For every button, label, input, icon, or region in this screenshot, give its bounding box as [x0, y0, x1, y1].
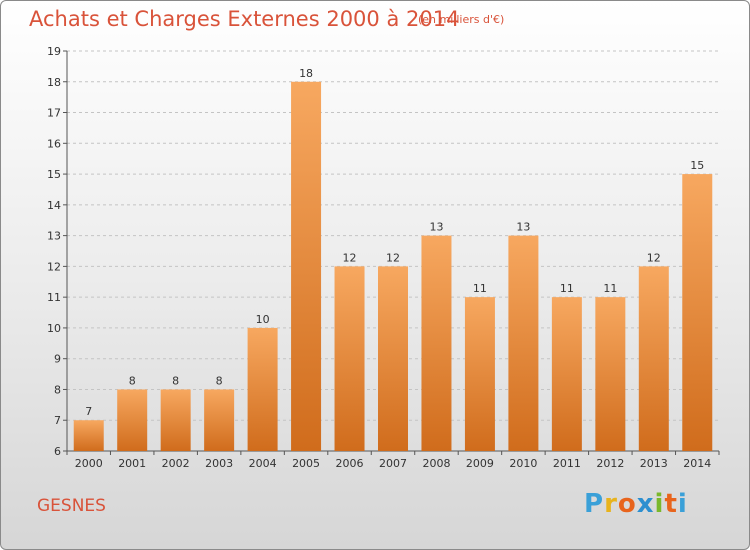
y-tick-label: 14 — [47, 199, 61, 212]
bar-value-label: 8 — [129, 374, 136, 387]
logo-letter: x — [636, 489, 655, 519]
bars — [73, 81, 713, 452]
x-tick-label: 2012 — [596, 457, 624, 470]
logo-letter: t — [664, 489, 678, 519]
y-tick-label: 18 — [47, 76, 61, 89]
bar-value-label: 8 — [172, 374, 179, 387]
bar — [421, 235, 452, 451]
bar — [247, 327, 278, 451]
x-tick-label: 2011 — [553, 457, 581, 470]
bar-value-label: 13 — [429, 221, 443, 234]
x-tick-label: 2005 — [292, 457, 320, 470]
logo-letter: i — [654, 489, 665, 519]
bar — [117, 389, 148, 451]
bar — [291, 81, 322, 452]
bar — [378, 266, 408, 451]
y-tick-label: 15 — [47, 168, 61, 181]
bar-value-label: 18 — [299, 67, 313, 80]
x-tick-label: 2000 — [75, 457, 103, 470]
bar — [682, 174, 713, 452]
bar-value-label: 12 — [647, 251, 661, 264]
y-tick-label: 19 — [47, 45, 61, 58]
x-tick-label: 2014 — [683, 457, 711, 470]
y-tick-label: 13 — [47, 230, 61, 243]
bar — [160, 389, 191, 451]
bar-value-label: 8 — [216, 374, 223, 387]
bar — [73, 420, 104, 451]
bar — [464, 297, 495, 451]
commune-name: GESNES — [37, 496, 106, 516]
x-tick-label: 2010 — [509, 457, 537, 470]
bar-value-label: 12 — [386, 251, 400, 264]
bar — [508, 235, 539, 451]
bar — [204, 389, 235, 451]
x-tick-label: 2007 — [379, 457, 407, 470]
y-tick-label: 6 — [54, 445, 61, 458]
y-tick-labels: 6 7 8 9 10 11 12 13 14 15 16 17 18 19 — [47, 45, 61, 458]
y-tick-label: 16 — [47, 137, 61, 150]
x-tick-labels: 2000 2001 2002 2003 2004 2005 2006 2007 2008 2009… — [75, 457, 712, 470]
y-tick-label: 12 — [47, 260, 61, 273]
y-tick-label: 10 — [47, 322, 61, 335]
y-tick-label: 11 — [47, 291, 61, 304]
chart-title: Achats et Charges Externes 2000 à 2014 — [29, 7, 460, 31]
x-tick-label: 2002 — [162, 457, 190, 470]
bar — [551, 297, 582, 451]
bar-value-label: 11 — [560, 282, 574, 295]
y-tick-label: 9 — [54, 353, 61, 366]
x-tick-label: 2001 — [118, 457, 146, 470]
x-tick-label: 2009 — [466, 457, 494, 470]
logo-letter: P — [584, 489, 605, 519]
x-tick-label: 2006 — [336, 457, 364, 470]
x-tick-label: 2004 — [249, 457, 277, 470]
bar-value-label: 12 — [343, 251, 357, 264]
y-tick-label: 7 — [54, 414, 61, 427]
x-tick-label: 2013 — [640, 457, 668, 470]
bar-value-label: 11 — [603, 282, 617, 295]
y-tick-label: 17 — [47, 107, 61, 120]
logo-letter: o — [617, 489, 637, 519]
bar-value-label: 13 — [516, 221, 530, 234]
logo-letter: i — [677, 489, 688, 519]
bar — [595, 297, 626, 451]
y-tick-label: 8 — [54, 383, 61, 396]
proxiti-logo: Proxiti — [584, 489, 688, 519]
bar-value-label: 11 — [473, 282, 487, 295]
bar — [638, 266, 669, 451]
bar — [334, 266, 365, 451]
value-labels: 7 8 8 8 10 18 12 12 13 11 13 11 11 12 15 — [85, 67, 704, 418]
bar-value-label: 10 — [256, 313, 270, 326]
x-tick-label: 2008 — [422, 457, 450, 470]
bar-value-label: 7 — [85, 405, 92, 418]
bar-value-label: 15 — [690, 159, 704, 172]
x-tick-label: 2003 — [205, 457, 233, 470]
logo-letter: r — [604, 489, 618, 519]
chart-subtitle: (en milliers d'€) — [418, 13, 505, 26]
